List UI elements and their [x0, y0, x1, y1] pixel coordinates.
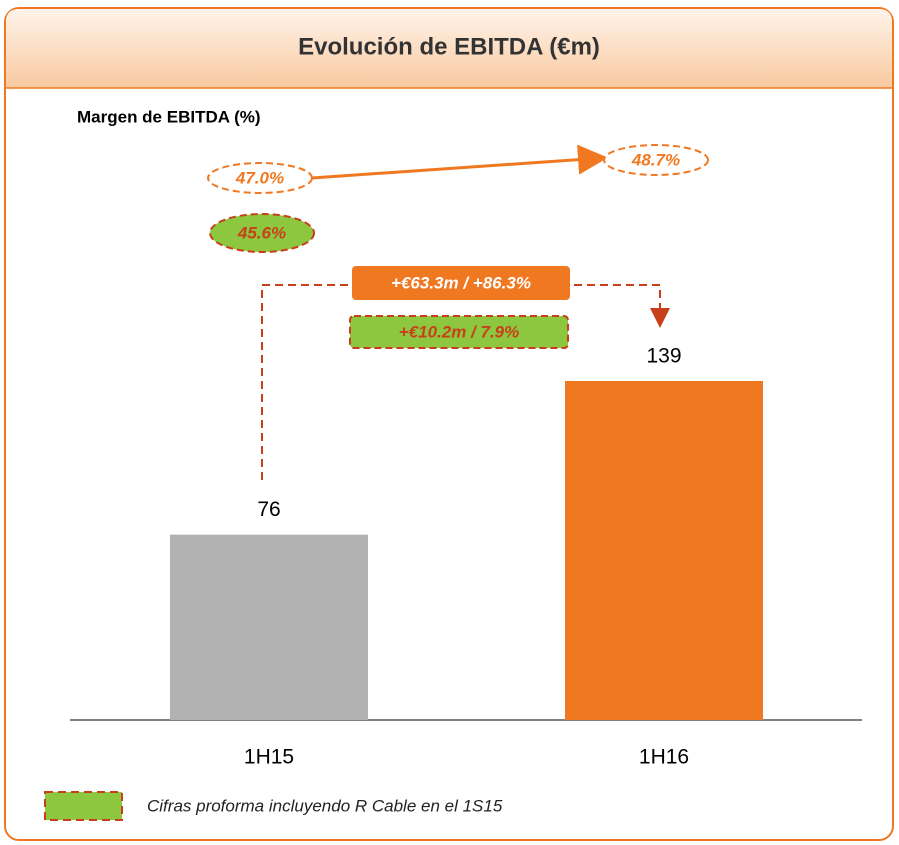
- value-label: 139: [646, 345, 681, 368]
- legend-swatch: [44, 791, 123, 821]
- x-tick-label: 1H16: [639, 746, 689, 769]
- legend-note: Cifras proforma incluyendo R Cable en el…: [147, 796, 503, 815]
- margin-ellipse-proforma: [209, 213, 315, 253]
- growth-label: +€63.3m / +86.3%: [391, 273, 531, 292]
- growth-box-proforma: [349, 315, 569, 349]
- growth-label: +€10.2m / 7.9%: [399, 322, 520, 341]
- bar: [565, 381, 763, 720]
- margin-arrow: [311, 144, 608, 180]
- x-tick-label: 1H15: [244, 746, 294, 769]
- bar: [170, 534, 368, 720]
- header: [6, 9, 892, 88]
- margin-label: 45.6%: [237, 223, 286, 242]
- margin-label: 48.7%: [631, 150, 680, 169]
- margin-ellipse: [603, 144, 709, 176]
- value-label: 76: [257, 498, 280, 521]
- margin-label: 47.0%: [235, 168, 284, 187]
- chart-title: Evolución de EBITDA (€m): [298, 33, 600, 60]
- subtitle: Margen de EBITDA (%): [77, 107, 261, 126]
- growth-box: [352, 266, 570, 300]
